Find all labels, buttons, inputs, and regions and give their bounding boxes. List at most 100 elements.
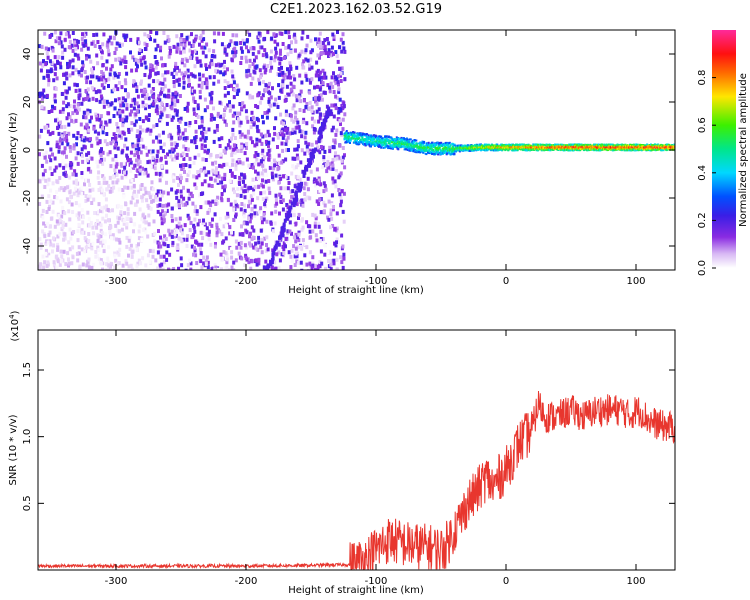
heatmap-cell bbox=[263, 70, 267, 75]
heatmap-cell bbox=[152, 268, 156, 270]
heatmap-cell bbox=[67, 261, 71, 266]
heatmap-cell bbox=[273, 54, 277, 59]
heatmap-cell bbox=[239, 240, 243, 245]
heatmap-cell bbox=[318, 128, 322, 133]
heatmap-cell bbox=[167, 88, 171, 93]
heatmap-cell bbox=[61, 55, 65, 60]
heatmap-cell bbox=[120, 205, 123, 209]
heatmap-cell bbox=[86, 259, 90, 264]
heatmap-cell bbox=[202, 37, 206, 42]
heatmap-cell bbox=[89, 80, 92, 85]
heatmap-cell bbox=[283, 218, 287, 223]
heatmap-cell bbox=[265, 243, 268, 247]
heatmap-cell bbox=[361, 136, 364, 139]
heatmap-cell bbox=[105, 180, 109, 185]
heatmap-cell bbox=[287, 71, 291, 76]
heatmap-cell bbox=[47, 194, 51, 199]
heatmap-cell bbox=[284, 128, 288, 133]
heatmap-cell bbox=[47, 47, 50, 52]
heatmap-cell bbox=[44, 248, 48, 253]
heatmap-cell bbox=[111, 157, 115, 162]
heatmap-cell bbox=[128, 247, 132, 251]
heatmap-cell bbox=[174, 61, 178, 66]
heatmap-cell bbox=[274, 46, 278, 51]
heatmap-cell bbox=[296, 144, 300, 149]
heatmap-cell bbox=[204, 77, 208, 82]
heatmap-cell bbox=[76, 151, 80, 156]
heatmap-cell bbox=[273, 131, 277, 136]
heatmap-cell bbox=[245, 157, 249, 162]
heatmap-cell bbox=[173, 102, 177, 107]
heatmap-cell bbox=[155, 192, 159, 197]
heatmap-cell bbox=[106, 40, 110, 45]
heatmap-cell bbox=[147, 104, 151, 109]
heatmap-cell bbox=[100, 74, 104, 79]
heatmap-cell bbox=[264, 83, 268, 88]
heatmap-cell bbox=[107, 111, 111, 116]
heatmap-cell bbox=[161, 87, 165, 92]
heatmap-cell bbox=[82, 115, 86, 120]
heatmap-cell bbox=[144, 106, 148, 111]
heatmap-cell bbox=[290, 117, 294, 122]
heatmap-cell bbox=[74, 88, 78, 93]
heatmap-cell bbox=[41, 96, 44, 101]
heatmap-cell bbox=[67, 131, 71, 136]
heatmap-cell bbox=[363, 133, 365, 136]
heatmap-cell bbox=[111, 208, 114, 213]
heatmap-cell bbox=[346, 136, 349, 139]
heatmap-cell bbox=[329, 53, 333, 58]
heatmap-cell bbox=[74, 186, 77, 191]
heatmap-cell bbox=[43, 185, 47, 189]
heatmap-cell bbox=[306, 187, 310, 192]
heatmap-cell bbox=[160, 262, 164, 267]
heatmap-cell bbox=[74, 181, 78, 186]
heatmap-cell bbox=[293, 48, 297, 53]
heatmap-cell bbox=[103, 239, 107, 244]
heatmap-cell bbox=[97, 248, 101, 252]
heatmap-cell bbox=[296, 175, 300, 180]
heatmap-cell bbox=[184, 268, 188, 270]
heatmap-cell bbox=[409, 147, 411, 150]
heatmap-cell bbox=[185, 244, 189, 248]
heatmap-cell bbox=[40, 163, 44, 168]
heatmap-cell bbox=[244, 253, 248, 258]
heatmap-cell bbox=[259, 161, 263, 166]
heatmap-cell bbox=[300, 218, 304, 223]
heatmap-cell bbox=[275, 240, 279, 245]
heatmap-cell bbox=[55, 179, 59, 184]
heatmap-cell bbox=[52, 263, 56, 268]
heatmap-cell bbox=[256, 152, 260, 157]
heatmap-cell bbox=[295, 98, 299, 103]
heatmap-cell bbox=[48, 154, 51, 159]
heatmap-cell bbox=[288, 220, 292, 225]
heatmap-cell bbox=[301, 120, 305, 124]
heatmap-cell bbox=[319, 145, 323, 149]
heatmap-cell bbox=[71, 255, 75, 260]
heatmap-cell bbox=[61, 225, 65, 229]
heatmap-cell bbox=[369, 135, 372, 138]
heatmap-cell bbox=[306, 158, 310, 163]
heatmap-cell bbox=[161, 267, 165, 270]
heatmap-cell bbox=[149, 63, 153, 68]
heatmap-cell bbox=[159, 244, 163, 249]
heatmap-cell bbox=[62, 81, 66, 86]
heatmap-cell bbox=[309, 50, 313, 55]
heatmap-cell bbox=[185, 178, 189, 183]
heatmap-cell bbox=[282, 247, 286, 252]
heatmap-cell bbox=[136, 94, 140, 99]
heatmap-cell bbox=[144, 170, 148, 175]
heatmap-cell bbox=[159, 254, 163, 259]
heatmap-cell bbox=[181, 131, 185, 136]
heatmap-cell bbox=[270, 65, 274, 70]
heatmap-cell bbox=[166, 34, 170, 39]
heatmap-cell bbox=[171, 157, 175, 162]
heatmap-cell bbox=[254, 246, 258, 251]
heatmap-cell bbox=[310, 105, 314, 110]
heatmap-cell bbox=[200, 242, 204, 247]
heatmap-cell bbox=[60, 227, 64, 232]
heatmap-cell bbox=[187, 170, 191, 175]
heatmap-cell bbox=[102, 85, 106, 90]
heatmap-cell bbox=[54, 39, 58, 44]
heatmap-cell bbox=[262, 165, 266, 170]
heatmap-cell bbox=[58, 109, 62, 114]
